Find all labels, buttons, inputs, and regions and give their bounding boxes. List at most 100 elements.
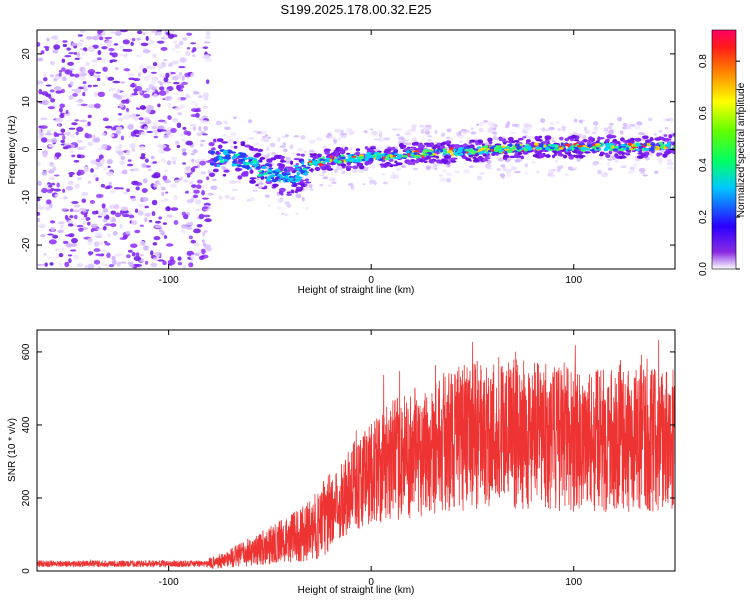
- halo-blob: [468, 165, 474, 168]
- noise-blob: [192, 54, 196, 58]
- noise-blob: [101, 132, 107, 136]
- noise-blob: [65, 185, 74, 191]
- band-blob: [454, 144, 461, 148]
- halo-blob: [308, 183, 313, 189]
- noise-blob: [104, 125, 113, 129]
- track-blob: [513, 146, 517, 150]
- band-blob: [475, 142, 479, 146]
- noise-blob: [196, 132, 203, 136]
- noise-blob: [200, 131, 206, 134]
- noise-blob: [126, 254, 131, 259]
- noise-blob: [129, 143, 136, 149]
- halo-blob: [584, 153, 589, 158]
- noise-blob: [112, 231, 118, 236]
- band-blob: [503, 151, 508, 155]
- noise-blob: [186, 131, 192, 136]
- band-blob: [259, 156, 266, 160]
- noise-blob: [79, 30, 86, 34]
- band-blob: [290, 189, 295, 194]
- halo-blob: [400, 164, 407, 168]
- noise-blob: [170, 71, 176, 75]
- halo-blob: [528, 124, 533, 128]
- halo-blob: [207, 170, 211, 174]
- noise-blob: [182, 151, 187, 156]
- noise-blob: [113, 187, 121, 190]
- noise-blob: [169, 183, 178, 188]
- noise-blob: [141, 90, 147, 93]
- band-blob: [578, 154, 584, 159]
- halo-blob: [327, 184, 333, 187]
- noise-blob: [170, 127, 177, 134]
- track-blob: [304, 171, 308, 175]
- noise-blob: [67, 254, 73, 257]
- noise-blob: [108, 264, 115, 268]
- track-blob: [447, 150, 453, 154]
- spectrogram-xlabel: Height of straight line (km): [298, 285, 415, 296]
- halo-blob: [578, 135, 584, 139]
- noise-blob: [99, 36, 104, 41]
- noise-blob: [179, 104, 186, 109]
- noise-blob: [203, 214, 211, 218]
- noise-blob: [182, 179, 189, 183]
- band-blob: [314, 166, 321, 172]
- noise-blob: [100, 183, 106, 188]
- noise-blob: [65, 145, 73, 149]
- noise-blob: [191, 100, 195, 104]
- noise-blob: [77, 169, 85, 176]
- halo-blob: [551, 140, 556, 143]
- halo-blob: [640, 172, 646, 175]
- noise-blob: [175, 140, 180, 145]
- noise-blob: [51, 138, 58, 144]
- band-blob: [439, 145, 446, 150]
- band-blob: [286, 193, 292, 197]
- band-blob: [619, 155, 624, 160]
- noise-blob: [185, 50, 191, 56]
- noise-blob: [58, 133, 65, 136]
- noise-blob: [177, 89, 184, 92]
- band-blob: [501, 138, 507, 143]
- track-blob: [650, 142, 656, 146]
- noise-blob: [38, 225, 45, 228]
- noise-blob: [192, 47, 197, 52]
- halo-blob: [407, 128, 412, 134]
- band-blob: [672, 150, 675, 154]
- band-blob: [344, 146, 349, 151]
- noise-blob: [69, 249, 77, 252]
- noise-blob: [152, 53, 157, 58]
- noise-blob: [202, 92, 209, 98]
- halo-blob: [319, 183, 324, 187]
- noise-blob: [177, 96, 181, 102]
- noise-blob: [177, 261, 183, 266]
- noise-blob: [102, 226, 107, 231]
- noise-blob: [58, 252, 64, 258]
- noise-blob: [101, 46, 108, 50]
- noise-blob: [77, 34, 83, 37]
- band-blob: [255, 152, 262, 157]
- band-blob: [532, 154, 540, 158]
- halo-blob: [411, 137, 417, 142]
- noise-blob: [97, 49, 102, 56]
- colorbar-tick-label: 0.2: [698, 210, 709, 224]
- halo-blob: [502, 166, 507, 172]
- band-blob: [584, 151, 591, 154]
- halo-blob: [634, 158, 641, 162]
- noise-blob: [90, 228, 94, 233]
- track-blob: [571, 145, 575, 148]
- noise-blob: [73, 159, 80, 163]
- halo-blob: [668, 130, 674, 135]
- band-blob: [413, 159, 420, 164]
- band-blob: [325, 165, 330, 170]
- noise-blob: [173, 194, 178, 201]
- track-blob: [236, 164, 243, 167]
- noise-blob: [76, 224, 84, 228]
- halo-blob: [490, 125, 496, 129]
- track-blob: [489, 146, 495, 151]
- noise-blob: [171, 76, 177, 81]
- halo-blob: [297, 147, 304, 152]
- noise-blob: [154, 130, 158, 136]
- noise-blob: [62, 76, 67, 82]
- noise-blob: [122, 213, 130, 218]
- noise-blob: [184, 166, 192, 172]
- track-blob: [535, 146, 541, 150]
- snr-panel: -100 0 100 0 200 400 600 Height of straight li…: [7, 329, 676, 596]
